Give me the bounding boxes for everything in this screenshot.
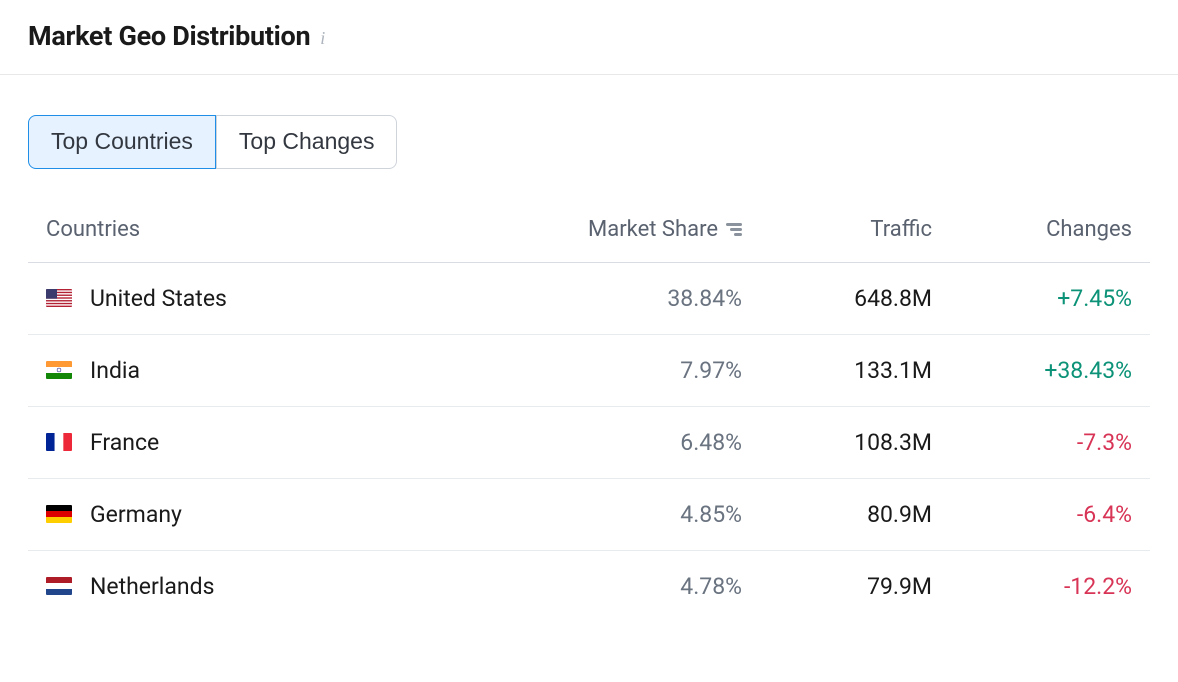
country-name: United States	[90, 285, 227, 312]
country-name: France	[90, 429, 159, 456]
traffic-value: 79.9M	[742, 573, 932, 600]
country-cell: Germany	[46, 501, 522, 528]
country-cell: United States	[46, 285, 522, 312]
table-row: India 7.97%133.1M+38.43%	[28, 335, 1150, 407]
traffic-value: 133.1M	[742, 357, 932, 384]
table-body: United States 38.84%648.8M+7.45% India 7.97…	[28, 263, 1150, 622]
change-value: +7.45%	[932, 285, 1132, 312]
table-row: Netherlands 4.78%79.9M-12.2%	[28, 551, 1150, 622]
change-value: -12.2%	[932, 573, 1132, 600]
tab-top-changes[interactable]: Top Changes	[216, 115, 398, 169]
sort-desc-icon	[726, 223, 742, 236]
change-value: +38.43%	[932, 357, 1132, 384]
change-value: -6.4%	[932, 501, 1132, 528]
market-share-value: 7.97%	[522, 357, 742, 384]
traffic-value: 648.8M	[742, 285, 932, 312]
table-row: Germany 4.85%80.9M-6.4%	[28, 479, 1150, 551]
market-share-value: 4.85%	[522, 501, 742, 528]
change-value: -7.3%	[932, 429, 1132, 456]
tabs-container: Top CountriesTop Changes	[28, 115, 397, 169]
table-row: France 6.48%108.3M-7.3%	[28, 407, 1150, 479]
column-changes[interactable]: Changes	[932, 217, 1132, 242]
widget-title: Market Geo Distribution	[28, 20, 310, 52]
flag-fr-icon	[46, 433, 72, 451]
flag-nl-icon	[46, 577, 72, 595]
country-cell: India	[46, 357, 522, 384]
market-share-value: 4.78%	[522, 573, 742, 600]
geo-table: Countries Market Share Traffic Changes U…	[28, 217, 1150, 622]
info-icon[interactable]: i	[320, 29, 325, 47]
column-traffic[interactable]: Traffic	[742, 217, 932, 242]
tab-top-countries[interactable]: Top Countries	[28, 115, 216, 169]
widget-header: Market Geo Distribution i	[0, 0, 1178, 75]
traffic-value: 80.9M	[742, 501, 932, 528]
flag-in-icon	[46, 361, 72, 379]
column-market-share-label: Market Share	[588, 217, 718, 242]
widget-content: Top CountriesTop Changes Countries Marke…	[0, 75, 1178, 642]
flag-de-icon	[46, 505, 72, 523]
column-market-share[interactable]: Market Share	[522, 217, 742, 242]
table-row: United States 38.84%648.8M+7.45%	[28, 263, 1150, 335]
column-countries[interactable]: Countries	[46, 217, 522, 242]
country-name: Germany	[90, 501, 182, 528]
country-name: Netherlands	[90, 573, 214, 600]
market-share-value: 38.84%	[522, 285, 742, 312]
country-cell: France	[46, 429, 522, 456]
market-share-value: 6.48%	[522, 429, 742, 456]
table-header: Countries Market Share Traffic Changes	[28, 217, 1150, 263]
country-cell: Netherlands	[46, 573, 522, 600]
country-name: India	[90, 357, 140, 384]
flag-us-icon	[46, 289, 72, 307]
traffic-value: 108.3M	[742, 429, 932, 456]
